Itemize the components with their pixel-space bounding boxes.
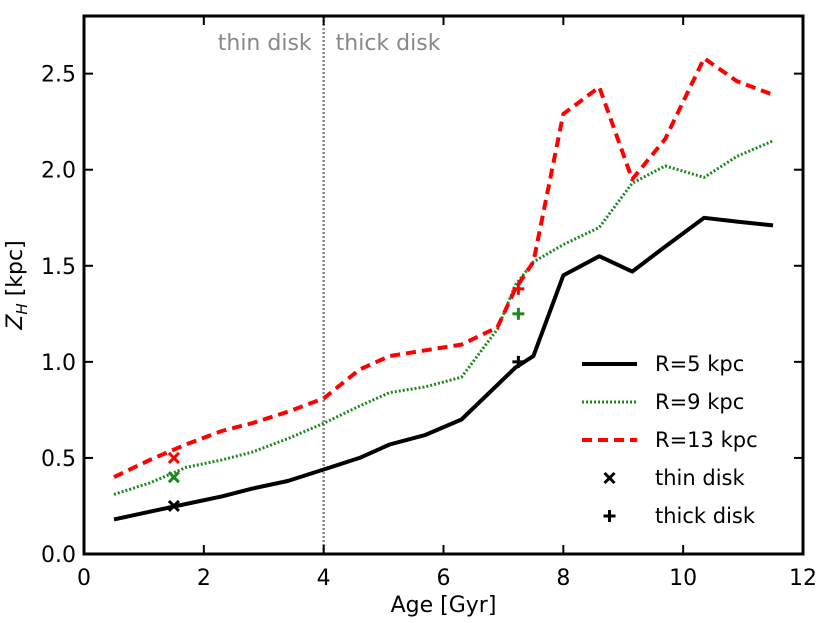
y-tick-label: 0.0 — [41, 543, 76, 568]
series-line-r-9-kpc — [113, 139, 774, 496]
legend-label: thin disk — [655, 466, 745, 490]
series-line-r-13-kpc — [113, 56, 774, 479]
thin-disk-marker — [167, 451, 180, 464]
y-axis-label-subscript: H — [13, 303, 31, 314]
legend-label: R=13 kpc — [655, 428, 758, 452]
thin-disk-marker — [167, 471, 180, 484]
thick-disk-marker — [512, 355, 525, 368]
legend-label: thick disk — [655, 504, 756, 528]
y-axis-label-unit: [kpc] — [3, 240, 28, 303]
legend-item: R=13 kpc — [582, 428, 758, 452]
legend-label: R=5 kpc — [655, 352, 744, 376]
plot-layer: thin disk thick disk — [113, 16, 774, 554]
legend-swatch-marker — [603, 510, 616, 522]
y-tick-label: 1.5 — [41, 255, 76, 280]
series-line-r-5-kpc — [113, 215, 774, 522]
legend-item: thick disk — [603, 504, 756, 528]
legend-label: R=9 kpc — [655, 390, 744, 414]
y-tick-label: 1.0 — [41, 351, 76, 376]
x-tick-label: 2 — [197, 566, 211, 591]
x-tick-label: 10 — [669, 566, 697, 591]
marker-stroke — [167, 499, 180, 513]
ticks-layer: 0 2 4 6 8 10 12 0.0 0.5 1.0 1.5 2.0 2.5 — [41, 16, 817, 591]
legend-swatch-marker — [603, 471, 616, 485]
x-tick-label: 0 — [77, 566, 91, 591]
marker-stroke — [167, 471, 180, 484]
legend-item: thin disk — [603, 466, 745, 490]
y-axis-label: ZH [kpc] — [3, 240, 31, 330]
legend-item: R=5 kpc — [582, 352, 744, 376]
y-tick-label: 0.5 — [41, 447, 76, 472]
y-tick-label: 2.0 — [41, 159, 76, 184]
marker-stroke — [603, 471, 616, 485]
x-tick-label: 12 — [789, 566, 817, 591]
region-label-thin: thin disk — [218, 31, 312, 56]
thin-disk-marker — [167, 499, 180, 513]
x-tick-label: 8 — [556, 566, 570, 591]
thick-disk-marker — [512, 307, 525, 320]
y-axis-label-symbol: Z — [3, 314, 28, 331]
x-tick-label: 6 — [437, 566, 451, 591]
marker-stroke — [167, 451, 180, 464]
x-axis-label: Age [Gyr] — [391, 593, 497, 618]
x-tick-label: 4 — [317, 566, 331, 591]
region-label-thick: thick disk — [336, 31, 441, 56]
legend: R=5 kpc R=9 kpc R=13 kpc thin disk thick dis… — [582, 352, 758, 528]
legend-item: R=9 kpc — [582, 390, 744, 414]
thick-disk-marker — [512, 282, 525, 295]
y-tick-label: 2.5 — [41, 63, 76, 88]
